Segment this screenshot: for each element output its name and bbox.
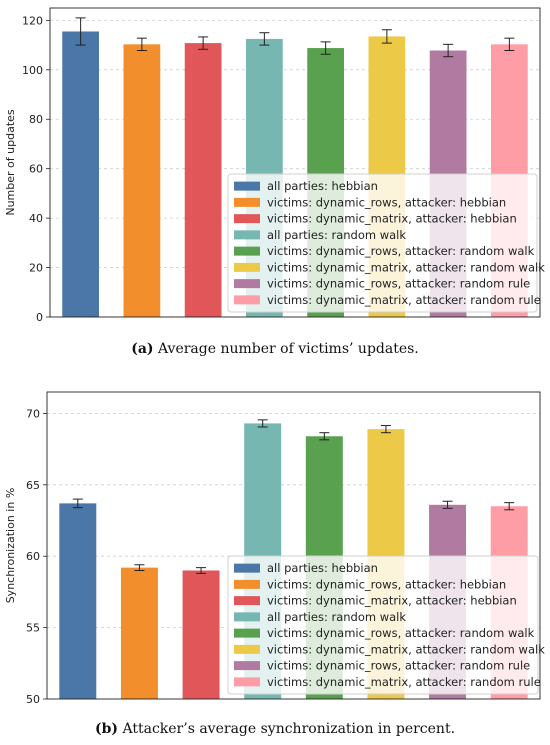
a-legend-swatch <box>234 181 260 191</box>
b-ytick-label: 55 <box>26 622 40 635</box>
a-axes-frame <box>49 7 541 318</box>
a-legend <box>227 173 538 313</box>
a-bar <box>184 43 222 317</box>
a-legend-label: victims: dynamic_rows, attacker: random … <box>267 277 530 291</box>
b-legend-label: victims: dynamic_matrix, attacker: rando… <box>267 675 541 689</box>
a-legend-swatch <box>234 295 260 305</box>
b-legend-label: victims: dynamic_rows, attacker: random … <box>267 626 535 640</box>
chart-a: 0 20 40 60 80 100 120 Number of updates all part… <box>4 7 545 324</box>
b-legend-label: victims: dynamic_matrix, attacker: hebbi… <box>267 594 517 608</box>
b-legend-label: victims: dynamic_rows, attacker: hebbian <box>267 577 506 591</box>
b-bar <box>59 503 97 699</box>
caption-b-text: Attacker’s average synchronization in pe… <box>118 721 456 737</box>
a-legend-swatch <box>234 279 260 289</box>
a-legend-swatch <box>234 230 260 240</box>
caption-b-letter: (b) <box>94 721 119 737</box>
b-bar <box>120 567 158 699</box>
caption-a: (a) Average number of victims’ updates. <box>0 341 550 357</box>
a-ytick-label: 100 <box>22 64 43 77</box>
caption-a-letter: (a) <box>131 341 154 357</box>
b-legend-swatch <box>234 644 260 654</box>
b-legend-swatch <box>234 677 260 687</box>
a-legend-label: victims: dynamic_matrix, attacker: hebbi… <box>267 212 517 226</box>
caption-b: (b) Attacker’s average synchronization i… <box>0 721 550 737</box>
a-legend-swatch <box>234 197 260 207</box>
b-legend-swatch <box>234 579 260 589</box>
a-ytick-label: 0 <box>36 311 43 324</box>
b-legend-label: all parties: random walk <box>267 610 406 624</box>
a-ytick-label: 120 <box>22 14 43 27</box>
b-legend-label: all parties: hebbian <box>267 561 378 575</box>
b-ytick-label: 60 <box>26 550 40 563</box>
a-legend-label: victims: dynamic_rows, attacker: random … <box>267 244 535 258</box>
b-legend-swatch <box>234 661 260 671</box>
a-legend-label: victims: dynamic_matrix, attacker: rando… <box>267 260 545 274</box>
b-legend-swatch <box>234 596 260 606</box>
b-ytick-label: 50 <box>26 693 40 706</box>
a-ytick-label: 40 <box>29 212 43 225</box>
a-ylabel: Number of updates <box>4 109 17 216</box>
a-legend-swatch <box>234 214 260 224</box>
a-bar <box>123 44 161 317</box>
b-legend-swatch <box>234 628 260 638</box>
a-legend-label: victims: dynamic_matrix, attacker: rando… <box>267 293 541 307</box>
a-legend-label: all parties: random walk <box>267 228 406 242</box>
a-ytick-label: 20 <box>29 262 43 275</box>
b-legend-label: victims: dynamic_matrix, attacker: rando… <box>267 642 545 656</box>
chart-b: 50 55 60 65 70 Synchronization in % all partie… <box>4 391 545 706</box>
b-legend <box>227 555 539 695</box>
a-bar <box>62 31 99 317</box>
a-ytick-label: 60 <box>29 163 43 176</box>
b-ytick-label: 65 <box>26 479 40 492</box>
a-legend-label: all parties: hebbian <box>267 179 378 193</box>
b-axes-frame <box>46 391 541 700</box>
b-ylabel: Synchronization in % <box>4 488 17 604</box>
a-legend-swatch <box>234 246 260 256</box>
b-ytick-label: 70 <box>26 407 40 420</box>
a-legend-label: victims: dynamic_rows, attacker: hebbian <box>267 195 506 209</box>
b-legend-label: victims: dynamic_rows, attacker: random … <box>267 659 530 673</box>
a-legend-swatch <box>234 262 260 272</box>
caption-a-text: Average number of victims’ updates. <box>153 341 419 357</box>
a-ytick-label: 80 <box>29 113 43 126</box>
b-legend-swatch <box>234 612 260 622</box>
b-bar <box>182 570 220 699</box>
b-legend-swatch <box>234 563 260 573</box>
